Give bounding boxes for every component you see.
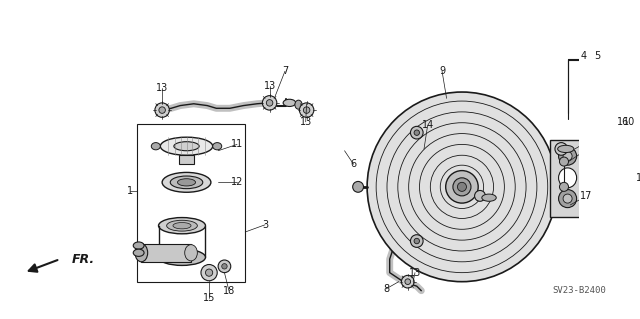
Ellipse shape [133,242,144,249]
Circle shape [414,130,419,135]
Ellipse shape [557,145,574,152]
Text: 12: 12 [231,177,243,187]
Circle shape [429,158,441,171]
Circle shape [155,103,170,117]
Text: 11: 11 [231,139,243,149]
Ellipse shape [283,99,296,107]
Circle shape [555,143,568,155]
Text: 19: 19 [636,173,640,183]
Ellipse shape [559,168,577,188]
Circle shape [563,152,572,161]
Circle shape [205,269,212,276]
Text: 13: 13 [300,117,312,127]
Text: 15: 15 [203,293,215,303]
Ellipse shape [161,137,212,155]
Circle shape [453,178,471,196]
Text: 14: 14 [422,121,434,130]
Circle shape [415,149,428,161]
Ellipse shape [173,223,191,229]
Text: FR.: FR. [72,253,95,266]
Circle shape [559,182,568,191]
Circle shape [559,189,577,208]
Ellipse shape [159,249,205,265]
Circle shape [587,175,597,186]
Text: 8: 8 [383,284,389,294]
Ellipse shape [174,142,199,151]
Circle shape [410,126,423,139]
Text: 18: 18 [223,286,235,296]
Text: 13: 13 [264,81,276,91]
Ellipse shape [482,194,496,201]
Ellipse shape [133,249,144,256]
Circle shape [405,279,411,285]
Text: 1: 1 [127,186,132,197]
Text: SV23-B2400: SV23-B2400 [552,286,606,295]
Text: 3: 3 [262,220,268,230]
Text: 6: 6 [351,159,356,169]
Bar [141,244,191,262]
Text: 13: 13 [409,268,421,278]
Circle shape [303,107,310,113]
Bar [137,124,245,282]
Bar [550,140,585,217]
Circle shape [201,264,217,281]
Circle shape [559,157,568,166]
Circle shape [410,235,423,247]
Text: 9: 9 [439,66,445,76]
Ellipse shape [166,220,197,231]
Ellipse shape [295,100,302,109]
Text: 4: 4 [580,51,587,61]
Text: 5: 5 [595,51,600,61]
Text: 13: 13 [156,83,168,93]
Circle shape [262,96,277,110]
Text: 7: 7 [282,66,288,76]
Circle shape [221,263,227,269]
Ellipse shape [135,244,148,262]
Text: 16: 16 [616,117,629,127]
Ellipse shape [185,245,197,261]
Circle shape [563,194,572,203]
Ellipse shape [159,218,205,234]
Ellipse shape [177,179,196,186]
Circle shape [414,238,419,244]
Ellipse shape [170,176,203,189]
Bar [433,128,465,137]
Circle shape [266,100,273,106]
Ellipse shape [162,172,211,192]
Ellipse shape [212,143,221,150]
Circle shape [401,275,414,288]
Circle shape [218,260,231,273]
Bar [179,155,194,164]
Circle shape [367,92,557,282]
Circle shape [458,182,467,191]
Circle shape [300,103,314,117]
Circle shape [353,182,364,192]
Text: 10: 10 [623,117,635,127]
Circle shape [475,190,485,201]
Circle shape [432,161,438,167]
Text: 17: 17 [580,191,593,201]
Circle shape [419,152,424,158]
Circle shape [159,107,165,113]
Circle shape [445,171,478,203]
Ellipse shape [151,143,161,150]
Circle shape [559,147,577,165]
